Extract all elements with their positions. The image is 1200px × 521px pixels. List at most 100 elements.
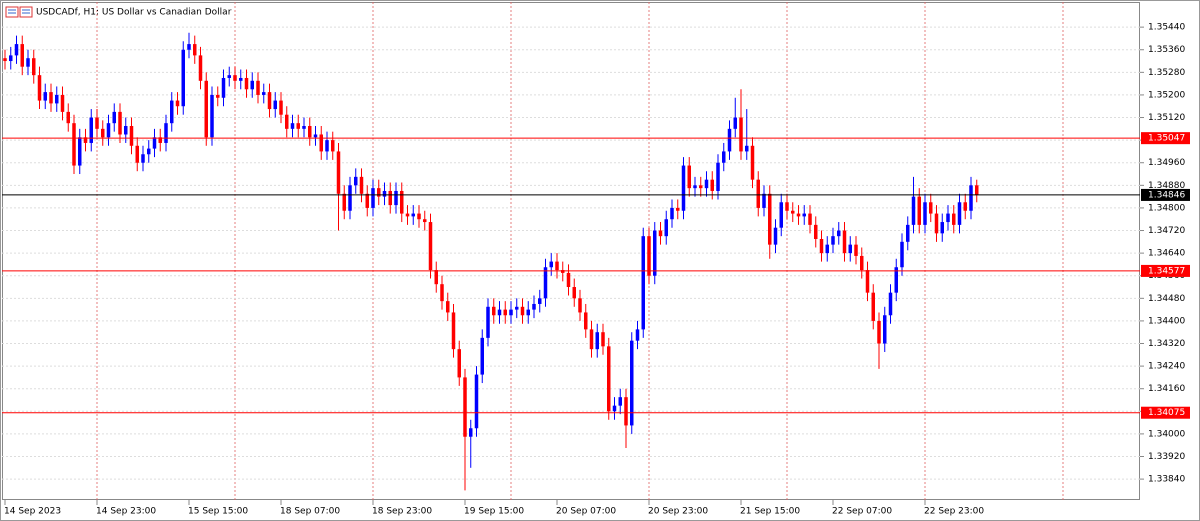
candle-body — [405, 213, 410, 217]
candle-body — [952, 213, 956, 225]
candle-body — [428, 222, 433, 271]
candle-body — [3, 58, 7, 62]
candle-body — [917, 196, 921, 225]
y-tick-label: 1.34000 — [1148, 429, 1185, 439]
candle-body — [112, 111, 116, 124]
candle-body — [670, 207, 674, 220]
candle-body — [819, 238, 824, 254]
candle-body — [440, 284, 444, 302]
candle-body — [865, 270, 870, 293]
candle-body — [837, 230, 841, 237]
candle-body — [520, 306, 525, 316]
candle-body — [463, 377, 467, 437]
candle-body — [716, 162, 720, 191]
y-tick-label: 1.35280 — [1148, 68, 1185, 78]
x-tick-label: 19 Sep 15:00 — [464, 507, 524, 517]
candle-body — [124, 126, 128, 135]
candle-body — [267, 92, 272, 110]
icon-box — [5, 6, 19, 18]
candle-body — [147, 148, 151, 155]
candle-body — [43, 92, 47, 101]
candle-body — [170, 100, 174, 124]
candle-body — [796, 213, 801, 217]
axes: 1.35440 1.35360 1.35280 1.35200 1.35120 1.350… — [2, 23, 1190, 517]
level-label: 1.35047 — [1148, 134, 1185, 144]
candle-body — [95, 117, 99, 129]
chart-title: USDCADf, H1: US Dollar vs Canadian Dolla… — [36, 8, 232, 18]
candle-body — [26, 58, 30, 67]
candle-body — [210, 94, 214, 138]
y-tick-label: 1.34320 — [1148, 339, 1185, 349]
candle-body — [32, 58, 36, 76]
candle-body — [66, 111, 70, 124]
candle-body — [336, 151, 341, 194]
candle-body — [641, 236, 645, 330]
candle-body — [371, 188, 375, 208]
candle-body — [722, 151, 726, 163]
candle-body — [89, 117, 93, 143]
candle-body — [250, 80, 254, 90]
y-tick-label: 1.34960 — [1148, 158, 1185, 168]
candle-body — [877, 320, 881, 344]
candle-body — [244, 77, 249, 90]
candle-body — [802, 213, 806, 217]
candle-body — [785, 202, 789, 211]
candle-body — [55, 94, 59, 104]
level-label: 1.34846 — [1148, 190, 1185, 200]
candle-body — [457, 349, 461, 378]
y-tick-label: 1.34160 — [1148, 384, 1185, 394]
candle-body — [532, 303, 536, 310]
y-tick-label: 1.33920 — [1148, 452, 1185, 462]
candle-body — [635, 329, 640, 341]
candle-body — [221, 77, 226, 98]
candle-body — [768, 193, 772, 245]
candle-body — [561, 270, 565, 273]
candle-body — [342, 193, 346, 211]
candle-body — [848, 244, 852, 254]
candle-body — [135, 145, 139, 163]
candle-body — [923, 202, 927, 225]
candle-body — [239, 77, 243, 81]
candle-body — [934, 213, 939, 234]
candle-body — [653, 230, 657, 276]
candle-body — [262, 92, 266, 95]
candles — [3, 32, 979, 491]
candle-body — [906, 224, 910, 242]
candle-body — [745, 145, 749, 152]
candle-body — [377, 188, 381, 197]
candle-body — [233, 75, 237, 81]
candle-body — [400, 190, 404, 214]
candle-body — [630, 340, 634, 426]
y-tick-label: 1.34720 — [1148, 226, 1185, 236]
candle-body — [216, 94, 220, 98]
candle-body — [647, 236, 651, 276]
x-tick-label: 14 Sep 23:00 — [96, 507, 156, 517]
candle-body — [929, 202, 933, 214]
candle-body — [509, 309, 513, 316]
candle-body — [354, 176, 358, 186]
candle-body — [394, 190, 398, 206]
candle-body — [198, 55, 203, 81]
candle-body — [589, 329, 594, 350]
candle-body — [273, 100, 277, 110]
plot-frame — [2, 2, 1140, 500]
candle-body — [348, 185, 352, 211]
candle-body — [963, 202, 967, 211]
candle-body — [733, 117, 737, 129]
candle-body — [411, 213, 415, 217]
level-label: 1.34577 — [1148, 266, 1185, 276]
candle-body — [417, 213, 421, 220]
candle-body — [279, 100, 283, 115]
candle-body — [664, 219, 668, 237]
y-tick-label: 1.35200 — [1148, 90, 1185, 100]
candle-body — [595, 332, 599, 350]
y-tick-label: 1.35120 — [1148, 113, 1185, 123]
candle-body — [612, 405, 617, 412]
level-label: 1.34075 — [1148, 408, 1185, 418]
candle-body — [549, 261, 553, 268]
candle-body — [693, 185, 697, 189]
candle-body — [285, 114, 289, 129]
candle-body — [331, 140, 335, 152]
